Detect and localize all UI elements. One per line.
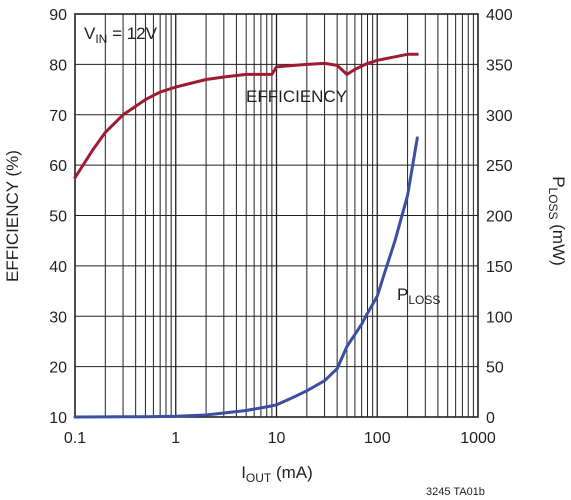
right-y-axis-label: PLOSS (mW) (546, 176, 568, 266)
x-tick-label: 100 (364, 430, 391, 447)
efficiency-line (73, 52, 419, 180)
ploss-series-label: PLOSS (397, 285, 440, 307)
left-y-tick-label: 90 (49, 7, 67, 24)
grid (75, 14, 478, 417)
right-y-tick-label: 50 (486, 360, 504, 377)
left-y-tick-label: 40 (49, 259, 67, 276)
x-tick-label: 0.1 (64, 430, 86, 447)
left-y-tick-label: 30 (49, 309, 67, 326)
x-tick-label: 10 (268, 430, 286, 447)
x-ticks: 0.1 1 10 100 1000 (64, 430, 496, 447)
left-y-tick-label: 80 (49, 57, 67, 74)
right-y-tick-label: 350 (486, 57, 513, 74)
left-y-tick-label: 60 (49, 158, 67, 175)
left-y-ticks: 10 20 30 40 50 60 70 80 90 (49, 7, 67, 427)
left-y-tick-label: 70 (49, 108, 67, 125)
right-y-tick-label: 200 (486, 209, 513, 226)
right-y-ticks: 0 50 100 150 200 250 300 350 400 (486, 7, 513, 427)
right-y-tick-label: 0 (486, 410, 495, 427)
x-tick-label: 1 (171, 430, 180, 447)
right-y-tick-label: 400 (486, 7, 513, 24)
left-y-axis-label: EFFICIENCY (%) (3, 150, 22, 282)
left-y-tick-label: 50 (49, 209, 67, 226)
right-y-tick-label: 250 (486, 158, 513, 175)
efficiency-series-label: EFFICIENCY (246, 87, 347, 106)
left-y-tick-label: 10 (49, 410, 67, 427)
x-axis-label: IOUT (mA) (241, 463, 313, 485)
vin-annotation: VIN = 12V (84, 24, 158, 46)
x-tick-label: 1000 (460, 430, 496, 447)
right-y-tick-label: 150 (486, 259, 513, 276)
plot-frame (74, 13, 479, 418)
figure-code: 3245 TA01b (426, 486, 485, 498)
left-y-tick-label: 20 (49, 360, 67, 377)
right-y-tick-label: 100 (486, 309, 513, 326)
right-y-tick-label: 300 (486, 108, 513, 125)
ploss-line (73, 136, 419, 419)
series-lines (73, 52, 419, 419)
